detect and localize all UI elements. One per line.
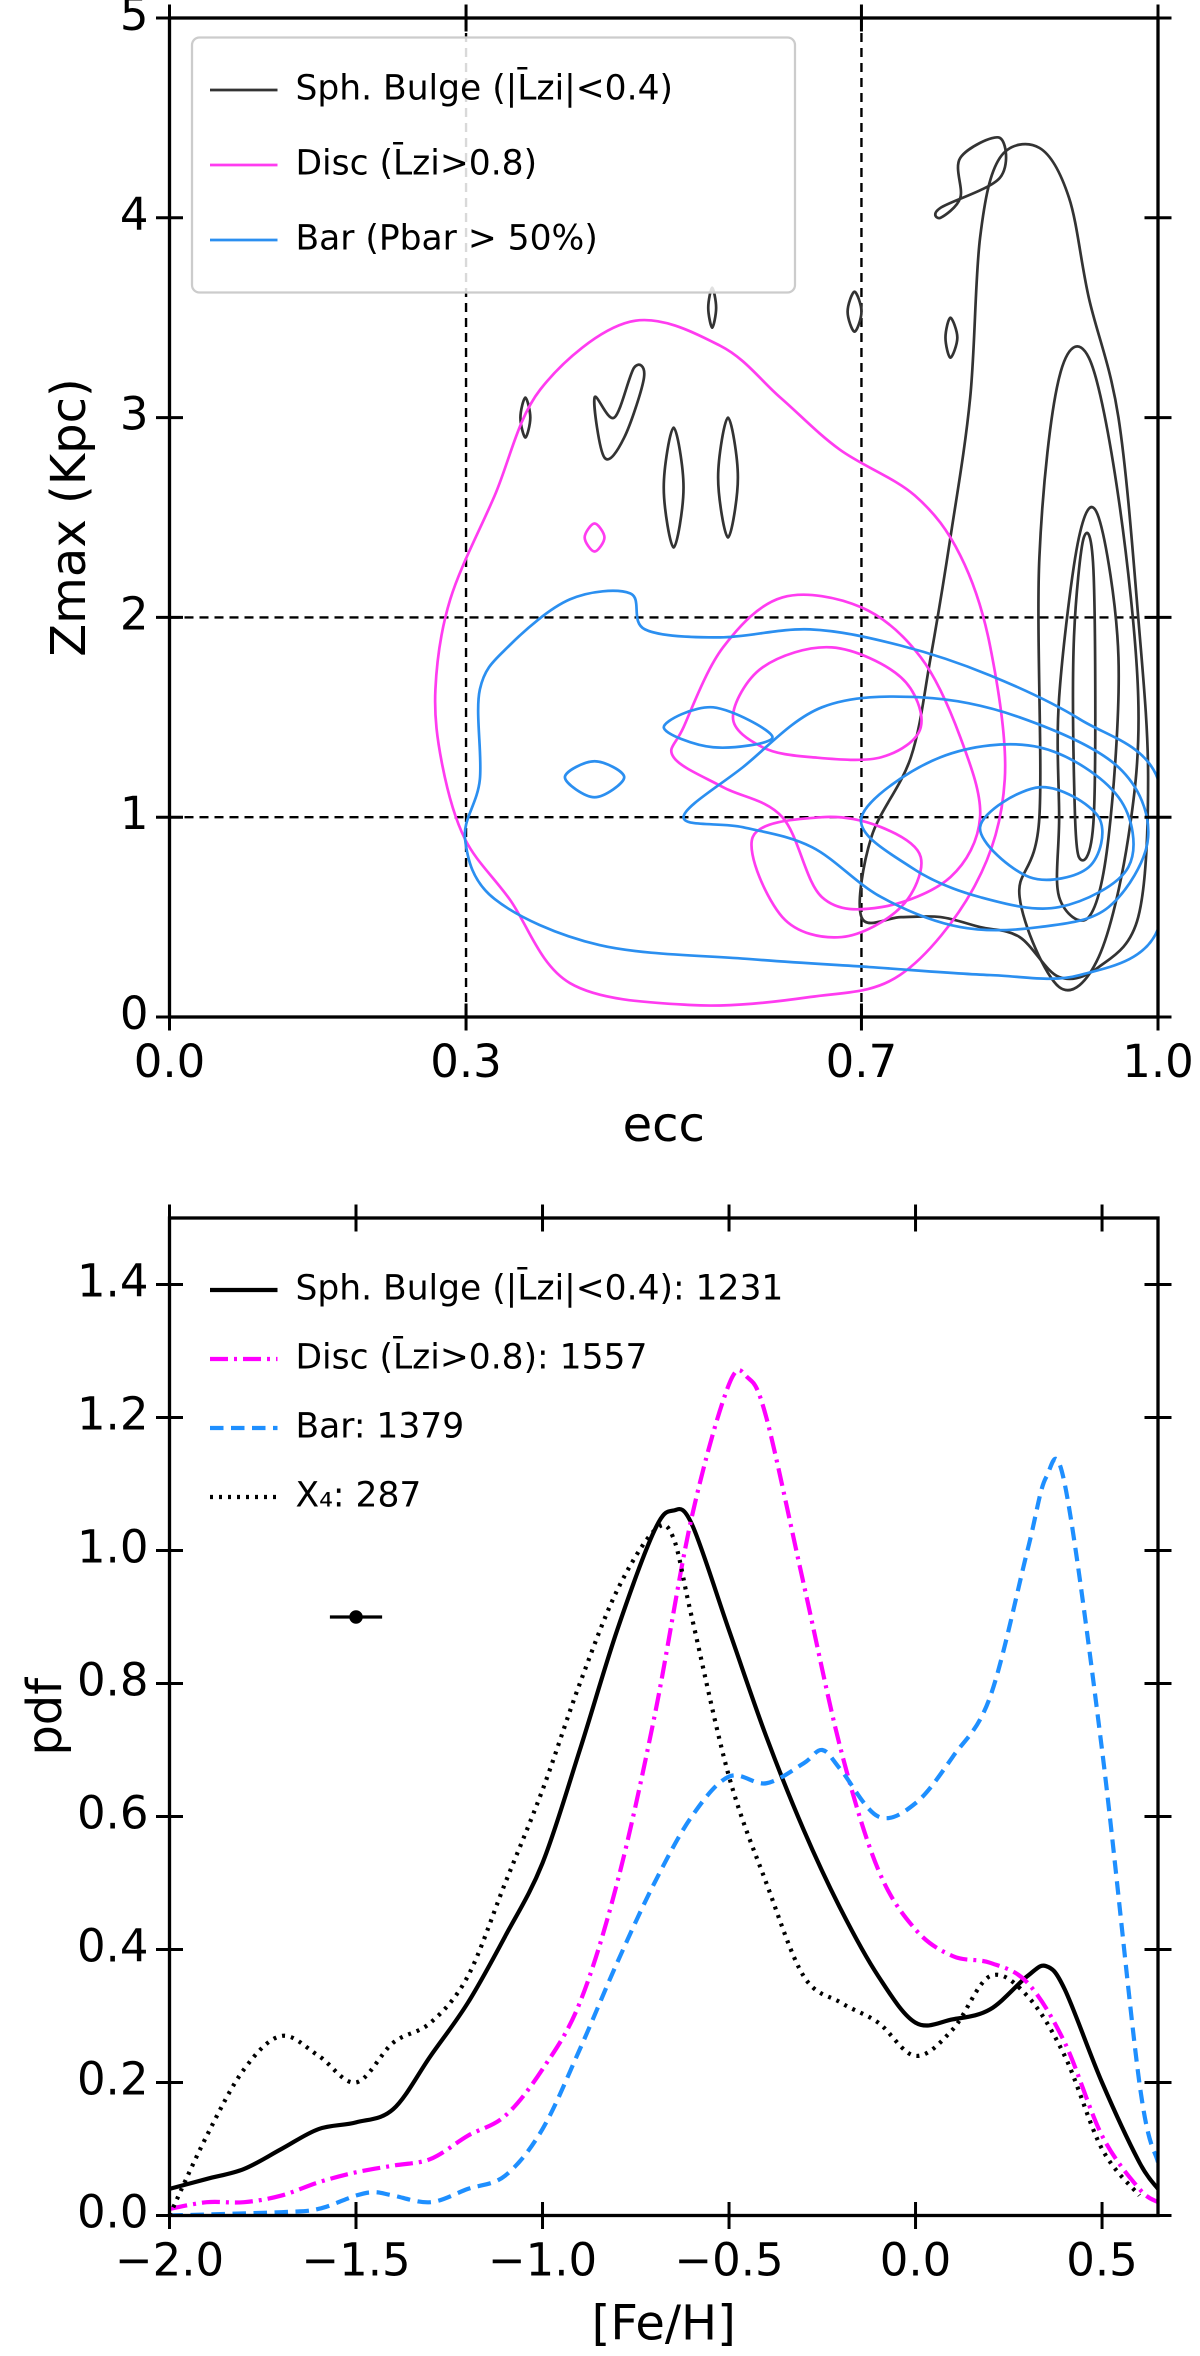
legend-label: Bar: 1379 [296, 1406, 465, 1446]
plot-area [169, 17, 1158, 1017]
contour-line [563, 759, 626, 799]
y-tick-label: 0.0 [77, 2185, 149, 2238]
line [169, 1456, 1158, 2216]
contour-line [433, 318, 1007, 1007]
y-tick-label: 0.2 [77, 2052, 149, 2105]
axes-frame [167, 16, 1160, 1019]
y-tick-label: 1 [120, 787, 149, 840]
y-tick-label: 4 [120, 188, 149, 241]
contour-line [519, 396, 532, 439]
plot-area [169, 1368, 1158, 2216]
contour-line [592, 363, 646, 461]
x-axis-label: ecc [623, 1097, 705, 1153]
contour-line [750, 815, 923, 939]
contour-line [662, 426, 685, 549]
y-tick-label: 1.4 [77, 1254, 149, 1307]
x-tick-label: −1.5 [301, 2233, 410, 2286]
contour-line [944, 316, 959, 360]
chart: 0.0 0.3 0.7 1.0 0 1 2 3 4 5 ecc Zmax (Kpc) Sph. Bulg… [41, 0, 1194, 1153]
chart: −2.0 −1.5 −1.0 −0.5 0.0 0.5 0.0 0.2 0.4 0.6 0.8 1.0… [17, 1204, 1172, 2351]
y-axis-label: pdf [17, 1677, 73, 1756]
x-tick-label: −0.5 [674, 2233, 783, 2286]
y-tick-label: 0 [120, 987, 149, 1040]
y-tick-label: 1.0 [77, 1520, 149, 1573]
x-axis-label: [Fe/H] [592, 2295, 736, 2351]
x-tick-label: −2.0 [115, 2233, 224, 2286]
contour-line [1071, 531, 1097, 862]
legend-label: X₄: 287 [296, 1475, 422, 1515]
contour-line [583, 522, 606, 553]
x-tick-label: 0.7 [826, 1035, 898, 1088]
y-tick-label: 0.8 [77, 1653, 149, 1706]
contour-line [846, 290, 863, 334]
line [169, 1522, 1141, 2216]
y-tick-label: 2 [120, 587, 149, 640]
contour-line [669, 593, 982, 911]
legend-label: Disc (L̄zi>0.8): 1557 [296, 1336, 648, 1377]
legend-label: Sph. Bulge (|L̄zi|<0.4) [296, 67, 674, 108]
legend-label: Disc (L̄zi>0.8) [296, 142, 538, 183]
contour-line [1055, 505, 1121, 922]
y-axis-label: Zmax (Kpc) [41, 378, 97, 656]
legend-frame [190, 36, 797, 294]
x-tick-label: 0.0 [880, 2233, 952, 2286]
contour-line [662, 705, 774, 749]
contour-line [731, 645, 923, 762]
contour-line [858, 142, 1150, 981]
x-tick-label: −1.0 [488, 2233, 597, 2286]
x-tick-label: 0.3 [430, 1035, 502, 1088]
legend-label: Bar (Pbar > 50%) [296, 218, 598, 258]
contour-line [463, 589, 1158, 981]
y-tick-label: 1.2 [77, 1387, 149, 1440]
x-tick-label: 0.0 [134, 1035, 206, 1088]
contour-line [682, 695, 1150, 932]
data-point [349, 1610, 363, 1624]
line [169, 1368, 1158, 2211]
contour-line [859, 742, 1135, 910]
y-tick-label: 5 [120, 0, 149, 41]
contour-line [933, 136, 1008, 220]
axes-frame [167, 1216, 1160, 2218]
y-tick-label: 0.4 [77, 1919, 149, 1972]
x-tick-label: 0.5 [1066, 2233, 1138, 2286]
contour-line [1017, 345, 1140, 992]
y-tick-label: 0.6 [77, 1786, 149, 1839]
legend-label: Sph. Bulge (|L̄zi|<0.4): 1231 [296, 1267, 784, 1308]
contour-line [716, 416, 740, 539]
contour-line [978, 785, 1104, 882]
contour-line [706, 286, 718, 330]
y-tick-label: 3 [120, 388, 149, 441]
line [169, 1506, 1158, 2191]
x-tick-label: 1.0 [1122, 1035, 1194, 1088]
